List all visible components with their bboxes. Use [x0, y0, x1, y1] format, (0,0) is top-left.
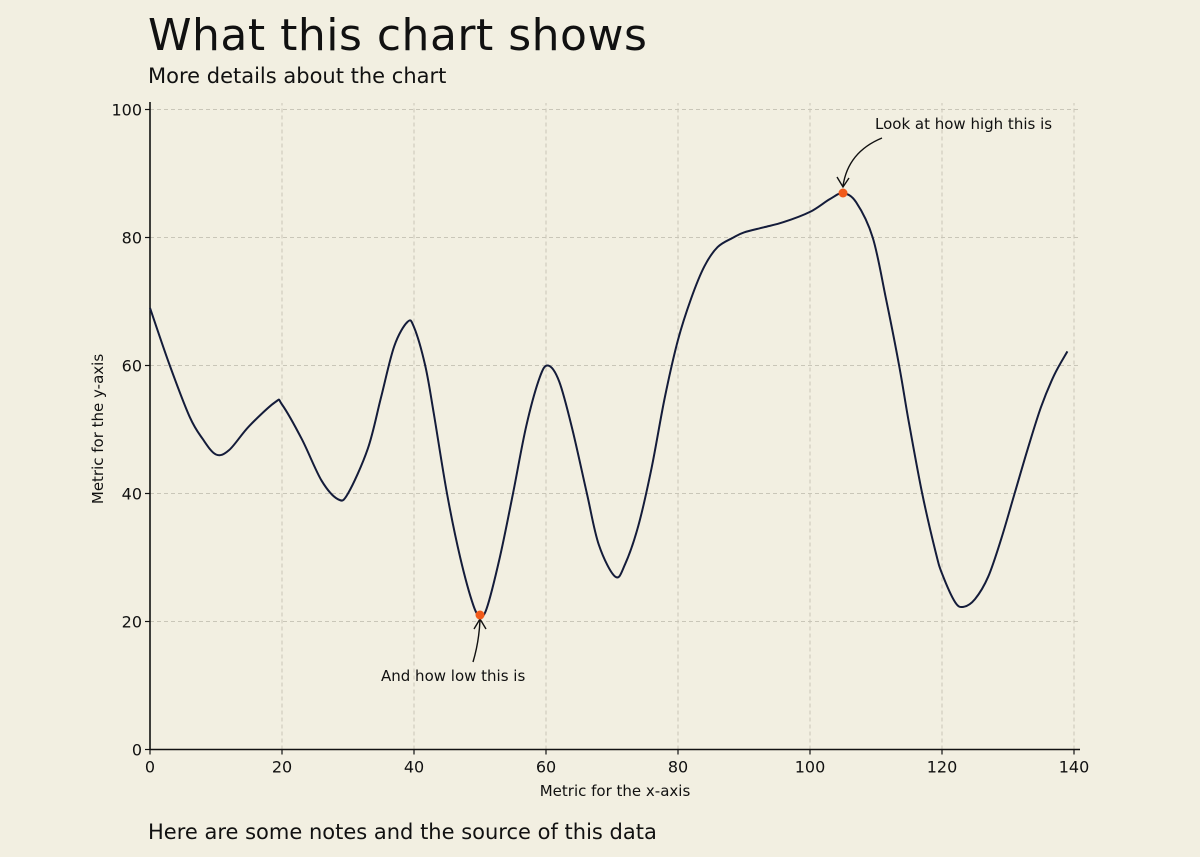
- x-tick-label: 40: [404, 758, 424, 777]
- tick-labels: 0 20 40 60 80 100 0 20 40 60 80 100 120 140: [111, 101, 1089, 777]
- grid-lines: [150, 103, 1080, 750]
- chart-subtitle: More details about the chart: [148, 64, 447, 88]
- y-axis-label: Metric for the y-axis: [89, 354, 107, 504]
- arrowhead-high-icon: [836, 176, 850, 189]
- x-tick-label: 0: [145, 758, 155, 777]
- x-tick-label: 80: [668, 758, 688, 777]
- x-tick-label: 140: [1059, 758, 1090, 777]
- y-tick-label: 80: [122, 229, 142, 248]
- x-tick-label: 100: [795, 758, 826, 777]
- y-tick-label: 20: [122, 613, 142, 632]
- annotations: Look at how high this is And how low thi…: [381, 115, 1052, 685]
- x-axis-label: Metric for the x-axis: [540, 782, 691, 800]
- data-line: [149, 192, 1069, 617]
- y-tick-label: 60: [122, 357, 142, 376]
- arrow-high: [842, 137, 883, 187]
- footer-note: Here are some notes and the source of th…: [148, 820, 657, 844]
- x-tick-label: 120: [927, 758, 958, 777]
- y-tick-label: 40: [122, 485, 142, 504]
- y-tick-label: 100: [111, 101, 142, 120]
- arrow-low: [472, 619, 481, 663]
- axes: [145, 102, 1080, 755]
- y-tick-label: 0: [132, 741, 142, 760]
- max-marker: [838, 188, 848, 198]
- chart-title: What this chart shows: [148, 10, 648, 61]
- annotation-high: Look at how high this is: [875, 115, 1052, 133]
- x-tick-label: 60: [536, 758, 556, 777]
- x-tick-label: 20: [272, 758, 292, 777]
- annotation-low: And how low this is: [381, 667, 525, 685]
- min-marker: [475, 610, 485, 620]
